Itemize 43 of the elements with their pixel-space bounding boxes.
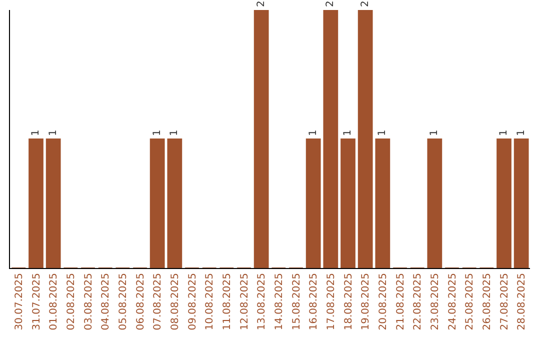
x-tick-label: 18.08.2025 xyxy=(343,273,354,330)
x-tick-label: 19.08.2025 xyxy=(360,273,372,330)
x-tick-label: 11.08.2025 xyxy=(222,273,233,330)
data-label: 1 xyxy=(308,130,319,136)
x-tick-label: 30.07.2025 xyxy=(14,273,25,330)
data-label: 1 xyxy=(377,130,388,136)
x-tick-label: 27.08.2025 xyxy=(499,273,510,330)
x-tick-label: 26.08.2025 xyxy=(482,273,493,330)
x-tick-label: 14.08.2025 xyxy=(274,273,285,330)
data-label: 1 xyxy=(498,130,510,136)
x-tick-label: 25.08.2025 xyxy=(464,273,476,330)
x-tick-label: 07.08.2025 xyxy=(152,273,164,330)
x-tick-label: 22.08.2025 xyxy=(412,273,424,330)
data-label: 1 xyxy=(169,130,180,136)
data-label: 2 xyxy=(256,0,267,7)
x-tick-label: 08.08.2025 xyxy=(170,273,181,330)
x-tick-label: 13.08.2025 xyxy=(256,273,268,330)
data-label: 1 xyxy=(429,130,440,136)
x-tick-label: 06.08.2025 xyxy=(135,273,146,330)
data-label: 2 xyxy=(325,0,336,7)
x-tick-label: 31.07.2025 xyxy=(31,273,42,330)
data-label: 1 xyxy=(48,130,59,136)
x-tick-label: 28.08.2025 xyxy=(516,273,528,330)
x-tick-label: 16.08.2025 xyxy=(308,273,320,330)
x-tick-label: 20.08.2025 xyxy=(378,273,389,330)
data-label: 1 xyxy=(30,130,42,136)
x-tick-label: 02.08.2025 xyxy=(66,273,77,330)
x-tick-label: 23.08.2025 xyxy=(430,273,441,330)
x-tick-label: 10.08.2025 xyxy=(204,273,216,330)
x-tick-label: 09.08.2025 xyxy=(187,273,198,330)
x-tick-label: 03.08.2025 xyxy=(83,273,94,330)
x-tick-label: 21.08.2025 xyxy=(395,273,406,330)
x-tick-label: 12.08.2025 xyxy=(239,273,250,330)
data-label: 1 xyxy=(342,130,354,136)
data-label: 2 xyxy=(360,0,371,7)
x-tick-label: 01.08.2025 xyxy=(48,273,60,330)
x-tick-label: 17.08.2025 xyxy=(326,273,337,330)
x-tick-label: 05.08.2025 xyxy=(118,273,129,330)
x-tick-label: 04.08.2025 xyxy=(100,273,112,330)
data-label: 1 xyxy=(516,130,527,136)
x-tick-label: 24.08.2025 xyxy=(447,273,458,330)
data-label: 1 xyxy=(152,130,163,136)
x-tick-label: 15.08.2025 xyxy=(291,273,302,330)
